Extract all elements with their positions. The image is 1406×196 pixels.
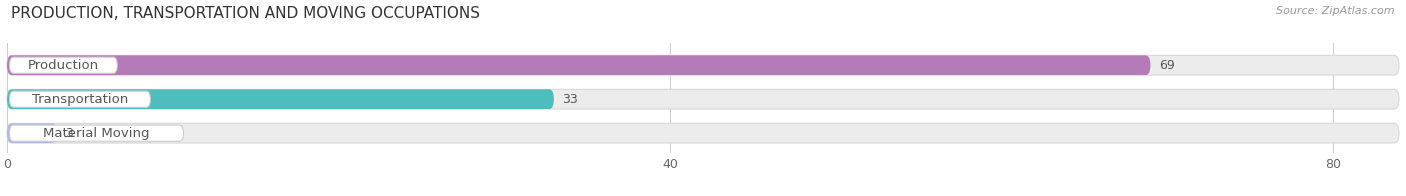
Text: 33: 33 xyxy=(562,93,578,106)
Text: Transportation: Transportation xyxy=(32,93,128,106)
Text: 3: 3 xyxy=(65,127,73,140)
FancyBboxPatch shape xyxy=(7,55,1150,75)
FancyBboxPatch shape xyxy=(10,57,117,73)
FancyBboxPatch shape xyxy=(7,123,56,143)
FancyBboxPatch shape xyxy=(7,55,1399,75)
FancyBboxPatch shape xyxy=(7,89,1399,109)
FancyBboxPatch shape xyxy=(7,123,1399,143)
Text: Material Moving: Material Moving xyxy=(44,127,150,140)
Text: Source: ZipAtlas.com: Source: ZipAtlas.com xyxy=(1277,6,1395,16)
Text: 69: 69 xyxy=(1159,59,1174,72)
FancyBboxPatch shape xyxy=(7,89,554,109)
Text: Production: Production xyxy=(28,59,98,72)
FancyBboxPatch shape xyxy=(10,125,184,141)
Text: PRODUCTION, TRANSPORTATION AND MOVING OCCUPATIONS: PRODUCTION, TRANSPORTATION AND MOVING OC… xyxy=(11,6,481,21)
FancyBboxPatch shape xyxy=(10,91,150,107)
